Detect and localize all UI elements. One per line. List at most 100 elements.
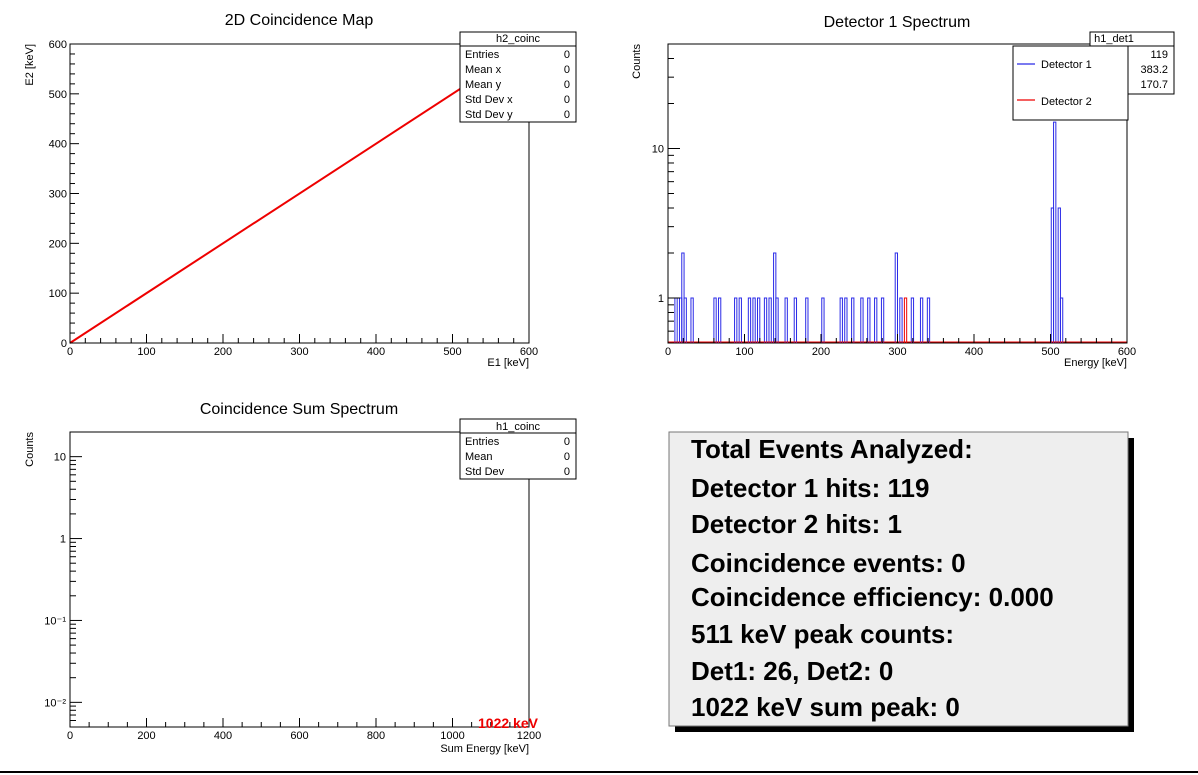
coinc-map-x-tick-label: 500	[443, 346, 461, 358]
det1-x-axis: 0 100 200 300 400 500 600	[665, 334, 1136, 358]
detector-1-bin	[880, 297, 885, 343]
det1-stats-value: 119	[1150, 49, 1168, 61]
summary-line: Coincidence efficiency: 0.000	[691, 582, 1054, 612]
summary-line: Det1: 26, Det2: 0	[691, 656, 893, 686]
coinc-map-x-tick-label: 200	[214, 346, 232, 358]
sum-stats-value: 0	[564, 436, 570, 448]
coinc-map-stats-label: Mean x	[465, 64, 502, 76]
det1-x-tick-label: 200	[812, 346, 830, 358]
detector-1-bin	[717, 297, 722, 343]
sum-xlabel: Sum Energy [keV]	[440, 743, 529, 755]
legend-label-detector-1: Detector 1	[1041, 59, 1092, 71]
coinc-map-stats-value: 0	[564, 79, 570, 91]
detector-1-bin	[738, 297, 742, 343]
det1-y-tick-label: 10	[652, 143, 664, 155]
det1-x-tick-label: 100	[735, 346, 753, 358]
detector-1-bin	[910, 297, 915, 343]
coinc-map-stats-box: h2_coinc Entries 0 Mean x 0 Mean y 0 Std Dev x…	[459, 31, 577, 123]
detector-1-bin	[860, 297, 864, 343]
sum-x-axis: 0 200 400 600 800 1000 1200	[67, 718, 541, 742]
coinc-map-y-tick-label: 400	[49, 139, 67, 151]
detector-1-bin	[763, 297, 768, 343]
det1-x-tick-label: 0	[665, 346, 671, 358]
detector-1-bin	[793, 297, 798, 343]
summary-panel: Total Events Analyzed: Detector 1 hits: 1…	[668, 431, 1134, 732]
sum-stats-name: h1_coinc	[496, 421, 541, 433]
sum-x-tick-label: 1200	[517, 730, 541, 742]
sum-title: Coincidence Sum Spectrum	[200, 401, 398, 418]
sum-y-tick-label: 10⁻²	[44, 697, 66, 709]
sum-stats-label: Entries	[465, 436, 500, 448]
summary-line: 1022 keV sum peak: 0	[691, 692, 960, 722]
detector-1-bin	[926, 297, 931, 343]
coinc-map-y-tick-label: 600	[49, 39, 67, 51]
coinc-map-stats-label: Mean y	[465, 79, 502, 91]
det1-x-tick-label: 400	[965, 346, 983, 358]
detector-1-bin	[894, 252, 898, 343]
detector-1-bin	[805, 297, 809, 343]
detector-1-bin	[768, 297, 772, 343]
sum-y-axis: 10 1 10⁻¹ 10⁻²	[44, 431, 82, 728]
detector-1-bin	[775, 297, 779, 343]
det1-stats-value: 383.2	[1140, 64, 1168, 76]
sum-stats-value: 0	[564, 466, 570, 478]
detector-1-bin	[899, 297, 903, 343]
coinc-map-x-tick-label: 600	[520, 346, 538, 358]
coinc-map-stats-value: 0	[564, 94, 570, 106]
coinc-map-xlabel: E1 [keV]	[487, 357, 529, 369]
bottom-rule	[0, 771, 1198, 773]
det1-stats-box: h1_det1 119 383.2 170.7	[1089, 31, 1175, 95]
sum-y-tick-label: 10	[54, 452, 66, 464]
coinc-map-y-axis: 0 100 200 300 400 500 600	[49, 39, 79, 350]
detector-1-bin	[1059, 297, 1064, 343]
detector-1-bin	[752, 297, 756, 343]
coinc-map-panel: 2D Coincidence Map 0 100 200 300 400 500 600 0…	[24, 12, 577, 369]
coinc-map-stats-label: Entries	[465, 49, 500, 61]
detector-1-bin	[839, 297, 843, 343]
coinc-map-diagonal	[69, 43, 530, 344]
det1-ylabel: Counts	[631, 44, 643, 79]
summary-line: Total Events Analyzed:	[691, 434, 973, 464]
coinc-map-x-tick-label: 100	[137, 346, 155, 358]
coinc-map-stats-label: Std Dev x	[465, 94, 513, 106]
summary-line: 511 keV peak counts:	[691, 619, 954, 649]
coinc-map-stats-value: 0	[564, 49, 570, 61]
det1-histogram	[668, 121, 1127, 343]
detector-1-bin	[713, 297, 717, 343]
coinc-map-x-axis: 0 100 200 300 400 500 600	[67, 334, 538, 358]
detector-1-bin	[867, 297, 871, 343]
sum-x-tick-label: 200	[137, 730, 155, 742]
detector-1-bin	[919, 297, 924, 343]
detector-1-bin	[757, 297, 761, 343]
detector-1-bin	[734, 297, 738, 343]
sum-x-tick-label: 1000	[440, 730, 464, 742]
detector-1-bin	[821, 297, 825, 343]
sum-stats-value: 0	[564, 451, 570, 463]
det1-y-tick-label: 1	[658, 293, 664, 305]
sum-y-tick-label: 10⁻¹	[44, 615, 66, 627]
coinc-map-y-tick-label: 0	[61, 338, 67, 350]
detector-2-bin	[903, 297, 908, 343]
det1-x-tick-label: 500	[1041, 346, 1059, 358]
summary-box	[668, 431, 1129, 727]
sum-x-tick-label: 800	[367, 730, 385, 742]
detector-1-bin	[874, 297, 878, 343]
sum-ylabel: Counts	[24, 432, 36, 467]
coinc-map-stats-name: h2_coinc	[496, 33, 541, 45]
summary-line: Detector 2 hits: 1	[691, 509, 902, 539]
detector-1-bin	[784, 297, 788, 343]
sum-y-tick-label: 1	[60, 534, 66, 546]
det1-legend: Detector 1 Detector 2	[1012, 45, 1129, 121]
detector-1-bin	[1053, 121, 1057, 343]
det1-x-tick-label: 600	[1118, 346, 1136, 358]
coinc-map-stats-label: Std Dev y	[465, 109, 513, 121]
sum-panel: Coincidence Sum Spectrum 0 200 400 600 800 10…	[24, 401, 577, 755]
detector-1-bin	[683, 297, 687, 343]
coinc-map-y-tick-label: 500	[49, 89, 67, 101]
detector-1-bin	[690, 297, 694, 343]
det1-y-axis: 1 10	[652, 57, 680, 332]
det1-x-tick-label: 300	[888, 346, 906, 358]
detector-1-bin	[1057, 207, 1061, 343]
sum-peak-marker-label: 1022 keV	[478, 715, 539, 731]
